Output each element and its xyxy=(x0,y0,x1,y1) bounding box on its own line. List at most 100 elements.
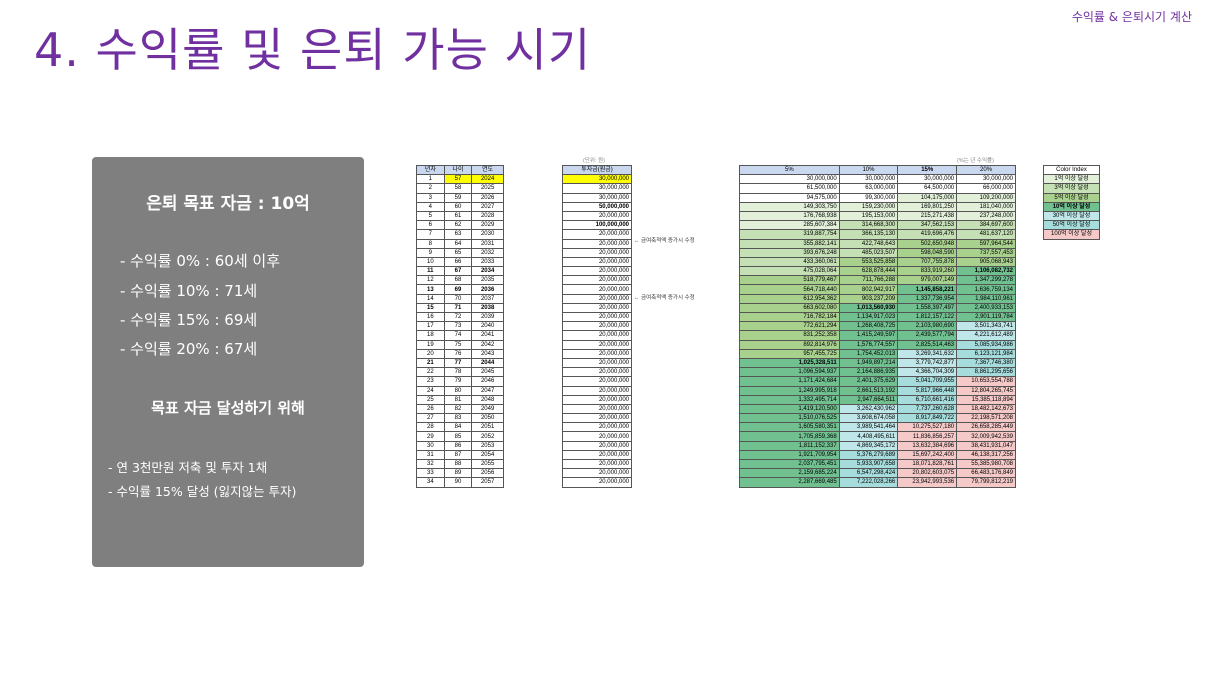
table-cell: 553,525,858 xyxy=(838,256,899,268)
table-cell: 20 xyxy=(416,348,445,359)
col-header: 5% xyxy=(739,164,840,176)
table-row: 27 83 2050 xyxy=(416,413,504,424)
table-cell: 1,171,424,684 xyxy=(739,376,840,387)
table-cell: 86 xyxy=(443,440,473,451)
table-cell: 5,085,934,986 xyxy=(956,339,1016,350)
table-cell: 237,248,000 xyxy=(956,210,1016,222)
table-cell: 24 xyxy=(416,385,445,396)
balance-table: 5% 10% 15% 20% 30,000,000 30,000,000 30,00… xyxy=(739,164,1016,488)
table-row: 32 88 2055 xyxy=(416,458,504,470)
table-cell: 28 xyxy=(416,422,445,433)
table-row: 20,000,000 xyxy=(562,367,632,378)
table-cell: 30,000,000 xyxy=(562,183,632,194)
table-cell: 2043 xyxy=(471,348,504,359)
table-cell: 2051 xyxy=(471,422,504,433)
table-cell: 2052 xyxy=(471,431,504,442)
table-row: 20,000,000 xyxy=(562,284,632,295)
table-cell: 19 xyxy=(416,339,445,350)
table-cell: 20,000,000 xyxy=(562,348,632,359)
table-cell: 518,779,467 xyxy=(739,275,840,286)
table-cell: 314,668,300 xyxy=(838,220,899,231)
table-cell: 20,000,000 xyxy=(562,468,632,479)
table-cell: 109,200,000 xyxy=(956,192,1016,203)
legend-row: 100억 이상 달성 xyxy=(1043,229,1100,240)
table-cell: 77 xyxy=(443,357,473,369)
table-cell: 94,575,000 xyxy=(739,192,840,203)
table-cell: 384,697,600 xyxy=(956,220,1016,231)
table-cell: 2,400,933,153 xyxy=(956,302,1016,314)
table-cell: 30,000,000 xyxy=(956,174,1016,185)
table-cell: 422,748,643 xyxy=(838,238,899,249)
table-cell: 2,901,119,784 xyxy=(956,311,1016,323)
table-row: 1,705,859,368 4,408,495,611 11,836,856,257… xyxy=(739,431,1016,442)
color-index-legend: Color Index 1억 이상 달성 3억 이상 달성 5억 이상 달성 10억 … xyxy=(1043,164,1100,240)
table-cell: 2057 xyxy=(471,477,504,488)
table-cell: 99,300,000 xyxy=(838,192,899,203)
table-cell: 597,964,544 xyxy=(956,238,1016,249)
page-title: 4. 수익률 및 은퇴 가능 시기 xyxy=(34,23,592,77)
table-cell: 50,000,000 xyxy=(562,201,632,212)
table-cell: 20,000,000 xyxy=(562,394,632,405)
table-row: 23 79 2046 xyxy=(416,376,504,387)
table-cell: 20,000,000 xyxy=(562,458,632,470)
table-cell: 20,000,000 xyxy=(562,431,632,442)
legend-item: 10억 이상 달성 xyxy=(1043,201,1100,212)
table-cell: 30,000,000 xyxy=(562,174,632,185)
table-cell: 8,861,295,656 xyxy=(956,367,1016,378)
table-cell: 892,814,976 xyxy=(739,339,840,350)
table-cell: 1,705,859,368 xyxy=(739,431,840,442)
legend-row: 10억 이상 달성 xyxy=(1043,201,1100,212)
table-cell: 802,942,917 xyxy=(838,284,899,295)
table-cell: 10,275,527,180 xyxy=(897,422,958,433)
table-row: 20,000,000 xyxy=(562,449,632,461)
table-row: 30,000,000 xyxy=(562,192,632,203)
table-cell: 2031 xyxy=(471,238,504,249)
table-cell: 15,697,242,400 xyxy=(897,449,958,461)
table-cell: 1,013,560,930 xyxy=(838,302,899,314)
col-header: 10% xyxy=(838,164,899,176)
table-cell: 2026 xyxy=(471,192,504,203)
table-cell: 20,000,000 xyxy=(562,210,632,222)
table-cell: 2027 xyxy=(471,201,504,212)
table-cell: 2 xyxy=(416,183,445,194)
table-cell: 20,000,000 xyxy=(562,256,632,268)
table-cell: 475,028,064 xyxy=(739,266,840,277)
table-row: 1,921,709,954 5,376,279,689 15,697,242,400… xyxy=(739,449,1016,461)
table-cell: 2045 xyxy=(471,367,504,378)
table-cell: 3,269,341,632 xyxy=(897,348,958,359)
table-row: 20,000,000 xyxy=(562,394,632,405)
table-cell: 433,360,061 xyxy=(739,256,840,268)
table-cell: 83 xyxy=(443,413,473,424)
table-row: 8 64 2031 xyxy=(416,238,504,249)
summary-panel: 은퇴 목표 자금 : 10억 - 수익률 0% : 60세 이후 - 수익률 1… xyxy=(92,157,364,567)
table-cell: 66,483,176,849 xyxy=(956,468,1016,479)
table-cell: 564,718,440 xyxy=(739,284,840,295)
table-row: 25 81 2048 xyxy=(416,394,504,405)
table-cell: 65 xyxy=(443,247,473,258)
legend-row: 30억 이상 달성 xyxy=(1043,210,1100,222)
table-row: 61,500,000 63,000,000 64,500,000 66,000,000 xyxy=(739,183,1016,194)
table-cell: 2056 xyxy=(471,468,504,479)
panel-heading: 은퇴 목표 자금 : 10억 xyxy=(146,194,310,214)
table-cell: 2048 xyxy=(471,394,504,405)
table-cell: 285,607,384 xyxy=(739,220,840,231)
table-cell: 25 xyxy=(416,394,445,405)
table-cell: 7,222,028,266 xyxy=(838,477,899,488)
table-cell: 4,869,345,172 xyxy=(838,440,899,451)
table-cell: 181,040,000 xyxy=(956,201,1016,212)
table-cell: 20,000,000 xyxy=(562,247,632,258)
table-cell: 89 xyxy=(443,468,473,479)
table-row: 20,000,000 xyxy=(562,468,632,479)
table-cell: 1,754,452,013 xyxy=(838,348,899,359)
table-cell: 1,812,157,122 xyxy=(897,311,958,323)
table-row: 7 63 2030 xyxy=(416,229,504,240)
table-cell: 366,135,130 xyxy=(838,229,899,240)
table-row: 12 68 2035 xyxy=(416,275,504,286)
table-cell: 61,500,000 xyxy=(739,183,840,194)
table-cell: 23,942,993,536 xyxy=(897,477,958,488)
table-cell: 2,159,685,224 xyxy=(739,468,840,479)
table-cell: 831,252,358 xyxy=(739,330,840,341)
table-row: 94,575,000 99,300,000 104,175,000 109,200,0… xyxy=(739,192,1016,203)
year-age-table: 년차 나이 연도 1 57 2024 2 58 2025 3 59 2026 4 60 2027 5 61… xyxy=(416,164,504,488)
col-header: 년차 xyxy=(416,164,445,176)
